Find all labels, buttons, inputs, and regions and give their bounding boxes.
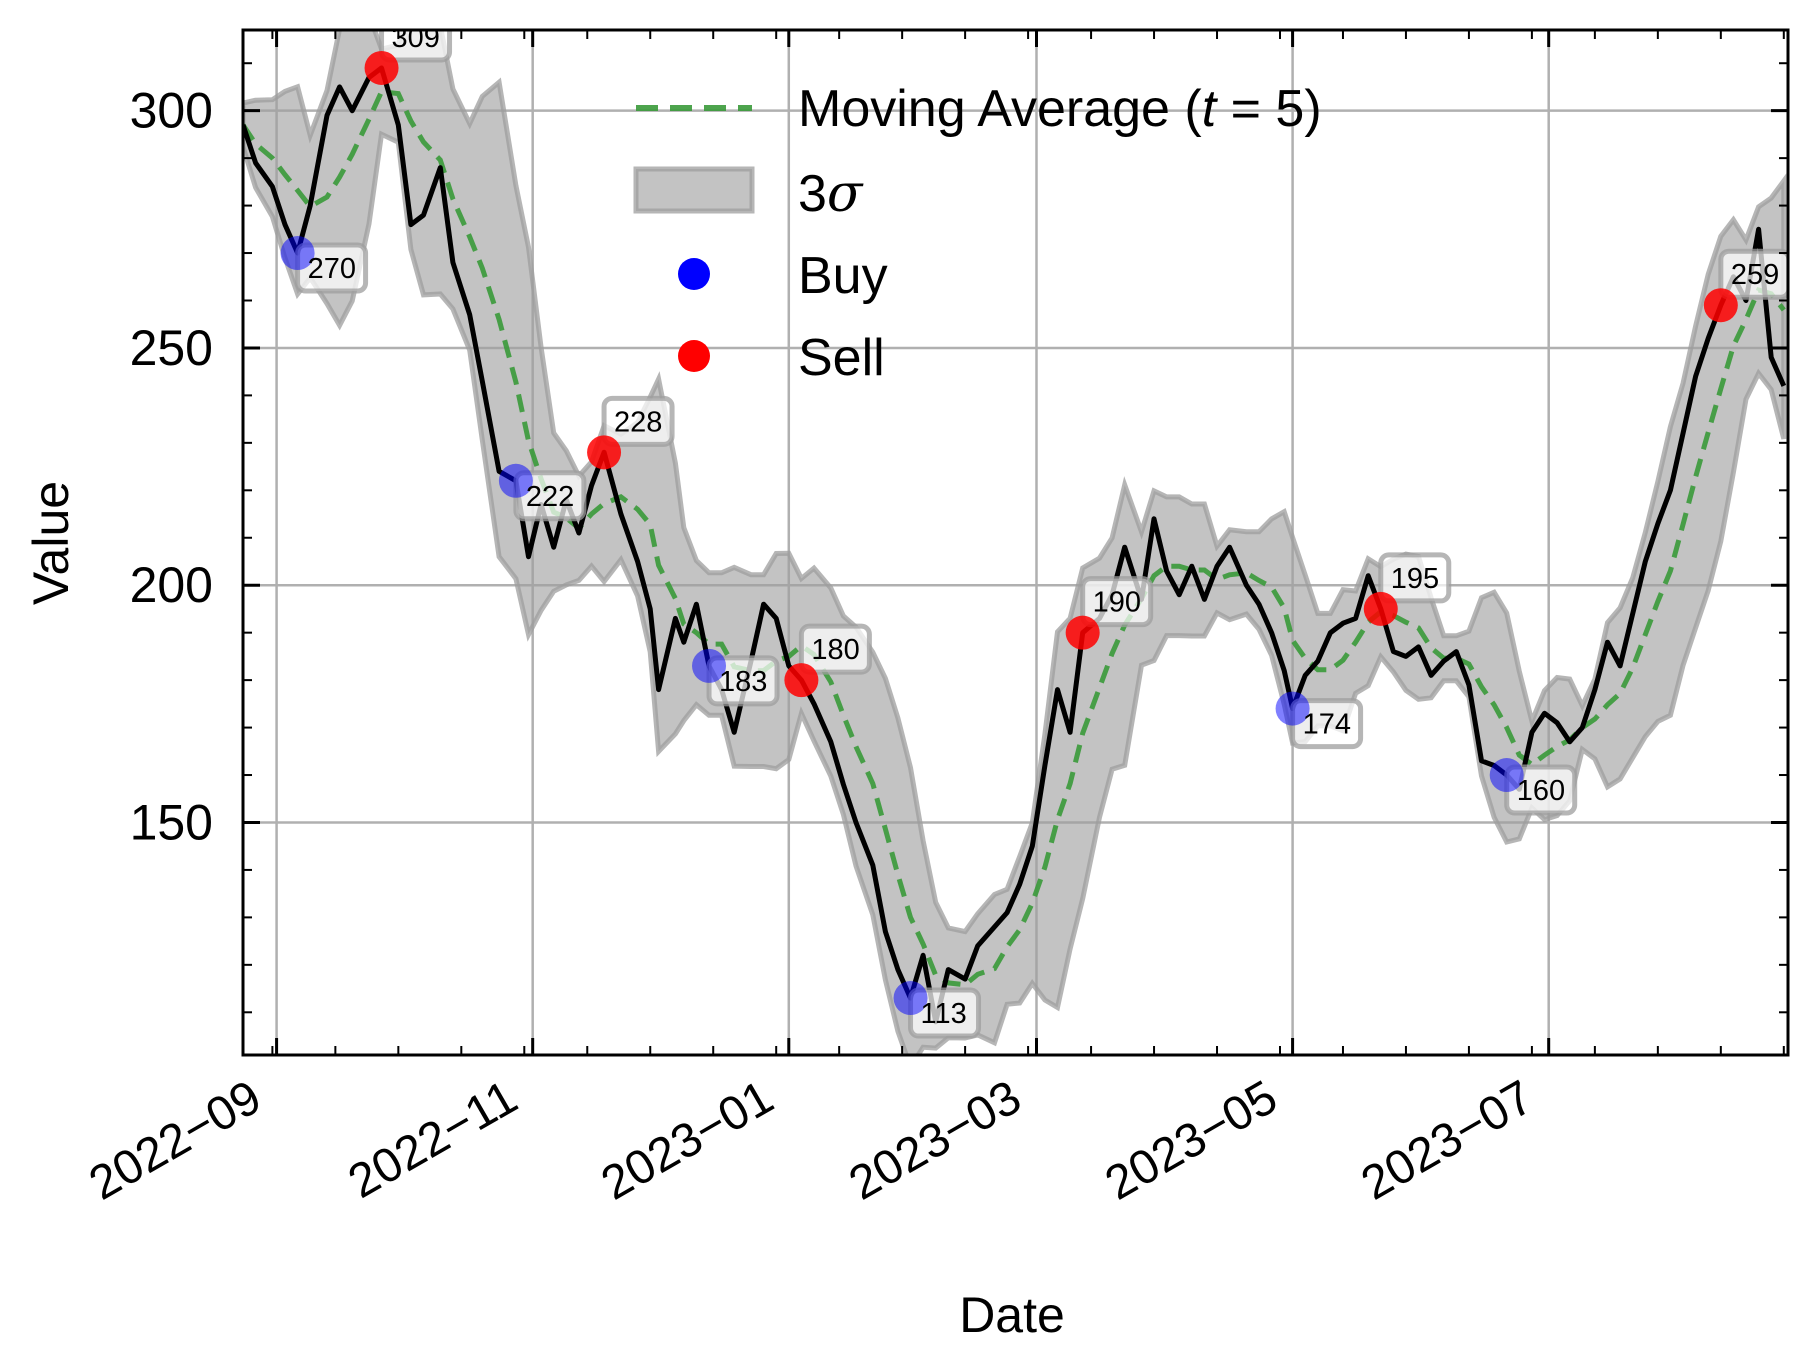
sell-marker: 190 bbox=[1065, 576, 1154, 650]
legend-band-greek: σ bbox=[827, 164, 864, 224]
annotation-label: 190 bbox=[1093, 587, 1141, 619]
legend-ma-label: Moving Average (t = 5) bbox=[798, 80, 1322, 138]
annotation-box bbox=[1378, 552, 1452, 604]
annotation-label: 259 bbox=[1731, 259, 1779, 291]
buy-point bbox=[1275, 691, 1310, 726]
buy-marker: 270 bbox=[280, 236, 369, 294]
legend-band-label: 3σ bbox=[798, 164, 864, 224]
legend-ma-suffix: = 5) bbox=[1216, 80, 1322, 138]
plot-frame bbox=[241, 28, 1790, 1057]
x-axis-title: Date bbox=[959, 1287, 1065, 1343]
sell-marker: 195 bbox=[1363, 552, 1452, 626]
y-tick-label: 200 bbox=[130, 557, 213, 613]
annotation-box bbox=[1718, 248, 1788, 300]
legend-sell-label: Sell bbox=[798, 329, 885, 387]
buy-marker: 183 bbox=[692, 648, 780, 707]
y-tick-label: 250 bbox=[130, 320, 213, 376]
annotation-label: 113 bbox=[921, 998, 967, 1030]
sell-point bbox=[1065, 615, 1100, 650]
sell-marker: 180 bbox=[784, 623, 872, 698]
annotation-box bbox=[1080, 576, 1154, 628]
legend-ma-text: Moving Average ( bbox=[798, 80, 1202, 138]
annotation-label: 270 bbox=[308, 253, 356, 285]
annotation-label: 195 bbox=[1391, 563, 1439, 595]
buy-marker: 222 bbox=[498, 463, 587, 522]
sell-point bbox=[1703, 288, 1738, 323]
sell-marker: 259 bbox=[1703, 248, 1788, 323]
annotation-label: 228 bbox=[614, 406, 662, 438]
legend-ma-italic: t bbox=[1202, 80, 1219, 138]
buy-point bbox=[692, 648, 727, 683]
buy-point bbox=[498, 463, 533, 498]
legend-band-text: 3 bbox=[798, 165, 827, 223]
sell-point bbox=[784, 663, 819, 698]
moving-average-line bbox=[243, 89, 1786, 988]
annotation-box bbox=[601, 395, 675, 447]
sell-point bbox=[364, 50, 399, 85]
legend-buy-swatch bbox=[678, 258, 710, 290]
annotation-label: 160 bbox=[1517, 775, 1565, 807]
sell-point bbox=[1363, 591, 1398, 626]
sell-point bbox=[587, 435, 622, 470]
legend: Moving Average (t = 5) 3σ Buy Sell bbox=[633, 80, 1322, 387]
legend-buy-label: Buy bbox=[798, 247, 888, 305]
sell-marker: 228 bbox=[587, 395, 675, 470]
y-axis-title: Value bbox=[23, 481, 79, 605]
annotation-label: 309 bbox=[392, 22, 440, 54]
annotation-label: 174 bbox=[1303, 709, 1351, 741]
buy-point bbox=[1489, 758, 1524, 793]
annotation-box bbox=[798, 623, 872, 675]
legend-sell-swatch bbox=[678, 340, 710, 372]
annotation-label: 222 bbox=[526, 481, 574, 513]
legend-band-swatch bbox=[633, 166, 755, 214]
annotation-label: 183 bbox=[719, 666, 767, 698]
annotation-label: 180 bbox=[811, 634, 859, 666]
buy-marker: 113 bbox=[893, 981, 982, 1039]
buy-point bbox=[280, 236, 315, 271]
buy-marker: 160 bbox=[1489, 758, 1578, 816]
y-tick-label: 300 bbox=[130, 83, 213, 139]
y-tick-label: 150 bbox=[130, 794, 213, 850]
buy-point bbox=[893, 981, 928, 1016]
buy-marker: 174 bbox=[1275, 691, 1364, 750]
